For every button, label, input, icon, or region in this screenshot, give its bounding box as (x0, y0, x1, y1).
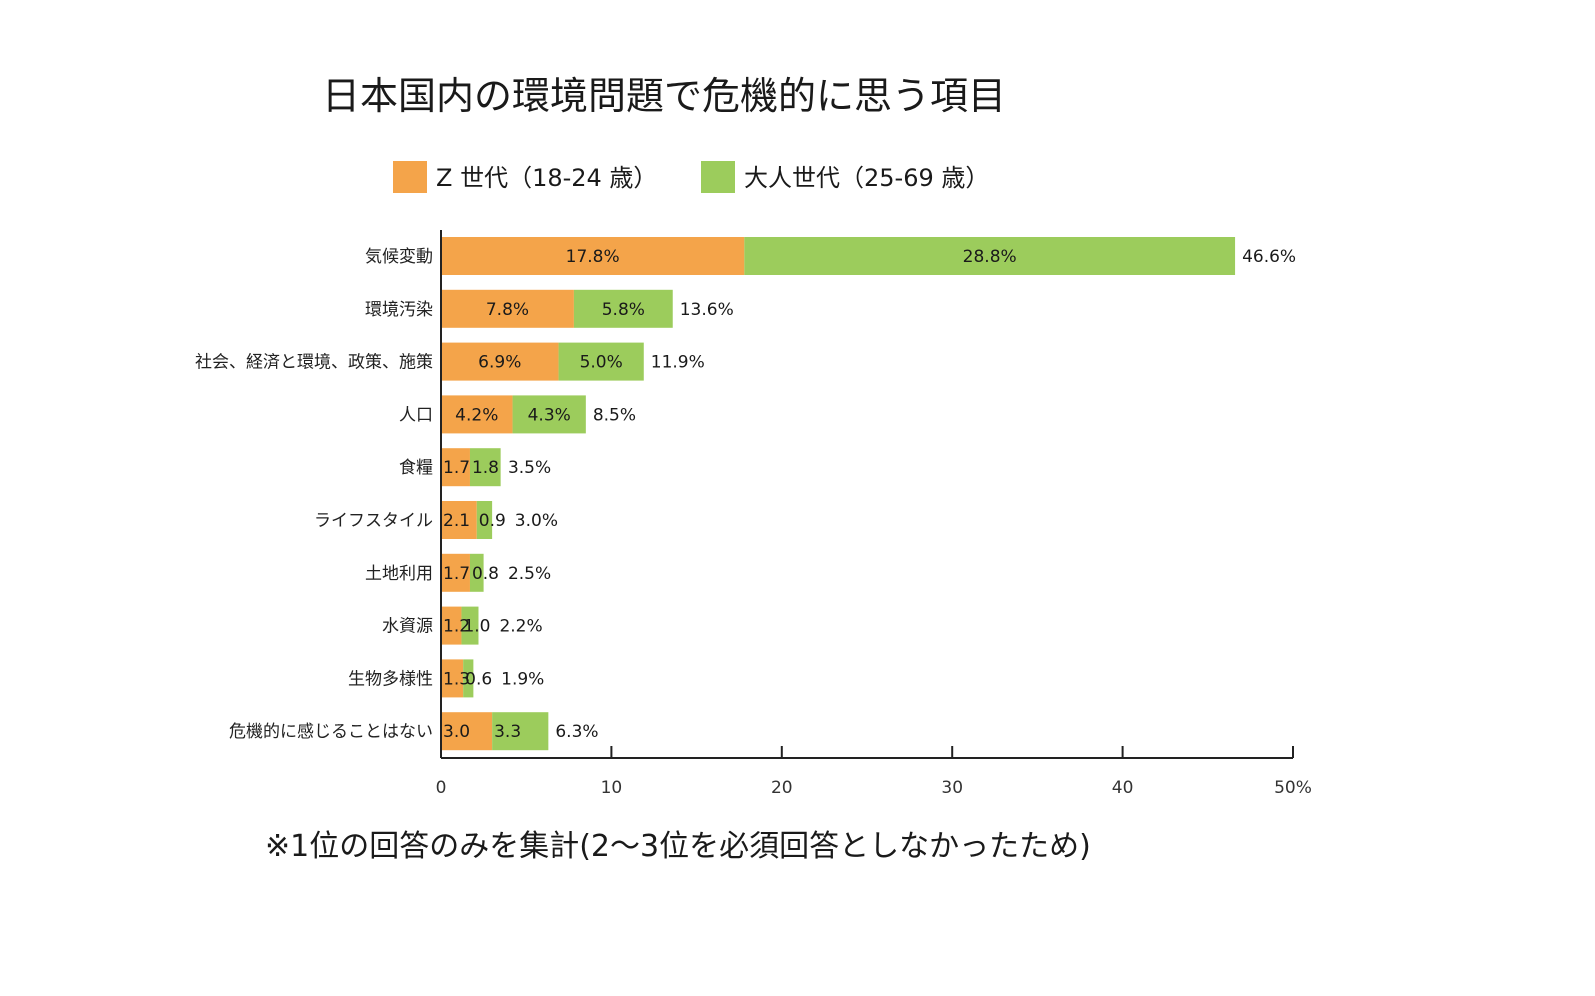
category-label-6: 土地利用 (365, 564, 433, 584)
value-label-adult-5: 0.9 (479, 511, 506, 531)
x-tick-label-1: 10 (601, 778, 623, 798)
legend-swatch-adult-generation (701, 161, 735, 193)
bar-segment-z-4 (441, 448, 470, 487)
x-tick-label-4: 40 (1112, 778, 1134, 798)
legend-swatch-z-generation (393, 161, 427, 193)
bar-segment-adult-1 (573, 289, 673, 328)
value-label-z-3: 4.2% (455, 405, 498, 425)
total-label-6: 2.5% (508, 564, 551, 584)
chart-title: 日本国内の環境問題で危機的に思う項目 (322, 74, 1006, 118)
bar-segment-adult-2 (558, 342, 644, 381)
total-label-1: 13.6% (680, 300, 734, 320)
bar-segment-adult-4 (469, 448, 501, 487)
total-label-0: 46.6% (1242, 247, 1296, 267)
legend: Z 世代（18-24 歳） 大人世代（25-69 歳） (393, 161, 989, 193)
value-label-adult-6: 0.8 (472, 564, 499, 584)
bar-segment-adult-0 (744, 237, 1236, 275)
value-label-adult-0: 28.8% (963, 247, 1017, 267)
category-label-4: 食糧 (399, 458, 433, 478)
x-tick-label-0: 0 (436, 778, 447, 798)
value-label-z-8: 1.3 (443, 669, 470, 689)
legend-label-z-generation: Z 世代（18-24 歳） (436, 164, 657, 192)
value-label-adult-9: 3.3 (494, 722, 521, 742)
bar-segment-z-2 (441, 342, 559, 381)
category-label-1: 環境汚染 (365, 300, 433, 320)
legend-label-adult-generation: 大人世代（25-69 歳） (744, 164, 989, 192)
category-label-2: 社会、経済と環境、政策、施策 (195, 353, 433, 373)
total-label-9: 6.3% (555, 722, 598, 742)
total-label-4: 3.5% (508, 458, 551, 478)
value-label-z-2: 6.9% (478, 353, 521, 373)
value-label-adult-3: 4.3% (528, 405, 571, 425)
chart-note: ※1位の回答のみを集計(2〜3位を必須回答としなかったため) (265, 829, 1091, 864)
bar-segment-adult-7 (461, 606, 479, 645)
category-label-7: 水資源 (382, 617, 433, 637)
value-label-adult-4: 1.8 (472, 458, 499, 478)
x-tick-label-3: 30 (941, 778, 963, 798)
bar-segment-z-7 (441, 606, 462, 645)
category-label-8: 生物多様性 (348, 669, 433, 689)
value-label-z-9: 3.0 (443, 722, 470, 742)
bar-segment-z-1 (441, 289, 574, 328)
value-label-z-1: 7.8% (486, 300, 529, 320)
value-label-adult-7: 1.0 (463, 617, 490, 637)
bar-segment-z-9 (441, 712, 493, 751)
plot-area: 気候変動 17.8% 28.8% 46.6% 環境汚染 7.8% 5.8% 13.6% 社会、経… (195, 230, 1312, 798)
value-label-z-5: 2.1 (443, 511, 470, 531)
bar-segment-z-3 (441, 395, 513, 434)
value-label-adult-1: 5.8% (602, 300, 645, 320)
bar-segment-z-8 (441, 659, 464, 698)
total-label-8: 1.9% (501, 669, 544, 689)
category-label-3: 人口 (399, 405, 433, 425)
bar-segment-z-5 (441, 501, 477, 539)
bar-segment-adult-5 (476, 501, 493, 539)
total-label-5: 3.0% (515, 511, 558, 531)
value-label-z-0: 17.8% (566, 247, 620, 267)
category-label-0: 気候変動 (365, 247, 433, 267)
value-label-adult-2: 5.0% (580, 353, 623, 373)
bar-segment-z-0 (441, 237, 745, 275)
value-label-z-6: 1.7 (443, 564, 470, 584)
bar-segment-adult-8 (463, 659, 474, 698)
value-label-z-7: 1.2 (443, 617, 470, 637)
bar-segment-adult-9 (492, 712, 549, 751)
bar-segment-z-6 (441, 553, 470, 592)
total-label-3: 8.5% (593, 405, 636, 425)
bar-segment-adult-6 (469, 553, 484, 592)
category-label-5: ライフスタイル (314, 511, 433, 531)
bar-segment-adult-3 (512, 395, 586, 434)
x-tick-label-2: 20 (771, 778, 793, 798)
value-label-adult-8: 0.6 (465, 669, 492, 689)
total-label-7: 2.2% (499, 617, 542, 637)
value-label-z-4: 1.7 (443, 458, 470, 478)
category-label-9: 危機的に感じることはない (229, 722, 433, 742)
total-label-2: 11.9% (651, 353, 705, 373)
x-tick-label-5: 50% (1274, 778, 1312, 798)
